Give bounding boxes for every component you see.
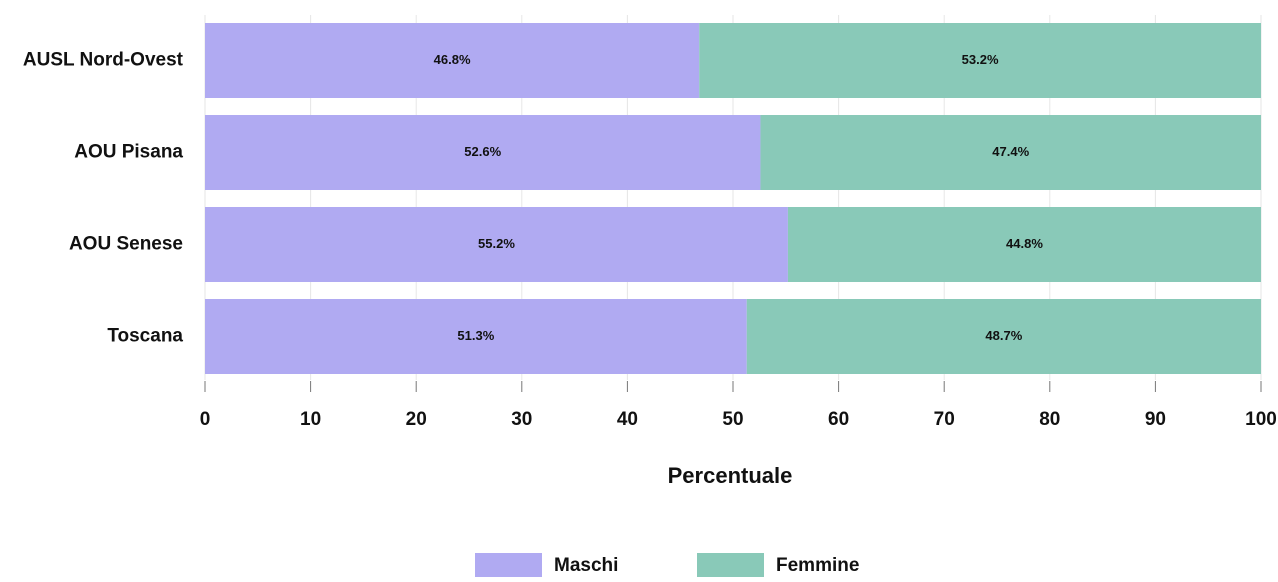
- bar-segment-femmine: [787, 207, 1261, 282]
- bar-segment-maschi: [205, 299, 747, 374]
- legend-swatch-femmine: [697, 553, 764, 577]
- y-axis: AUSL Nord-Ovest AOU Pisana AOU Senese Tosca…: [23, 50, 184, 347]
- x-tick-label: 70: [934, 409, 955, 430]
- x-tick-label: 90: [1145, 409, 1166, 430]
- bar-segment-femmine: [699, 23, 1261, 98]
- bar-data-label: 51.3%: [457, 328, 494, 343]
- bars: [205, 23, 1261, 374]
- x-axis: 0 10 20 30 40 50 60 70 80 90 100: [200, 381, 1277, 430]
- bar-data-label: 46.8%: [434, 52, 471, 67]
- x-tick-label: 100: [1245, 409, 1277, 430]
- x-axis-title: Percentuale: [668, 463, 793, 488]
- y-tick-label: Toscana: [107, 326, 183, 347]
- bar-segment-maschi: [205, 207, 788, 282]
- bar-data-label: 44.8%: [1006, 236, 1043, 251]
- legend-swatch-maschi: [475, 553, 542, 577]
- bar-data-label: 47.4%: [992, 144, 1029, 159]
- bar-data-labels: 46.8% 53.2% 52.6% 47.4% 55.2% 44.8% 51.3% 48.7%: [434, 52, 1044, 343]
- y-tick-label: AUSL Nord-Ovest: [23, 50, 184, 71]
- bar-segment-femmine: [746, 299, 1261, 374]
- x-tick-label: 30: [511, 409, 532, 430]
- legend: Maschi Femmine: [475, 553, 859, 577]
- x-tick-label: 0: [200, 409, 211, 430]
- bar-segment-femmine: [760, 115, 1261, 190]
- x-tick-label: 60: [828, 409, 849, 430]
- bar-segment-maschi: [205, 115, 761, 190]
- bar-data-label: 48.7%: [985, 328, 1022, 343]
- bar-data-label: 52.6%: [464, 144, 501, 159]
- legend-label-maschi: Maschi: [554, 555, 618, 576]
- bar-segment-maschi: [205, 23, 700, 98]
- y-tick-label: AOU Senese: [69, 234, 183, 255]
- bar-data-label: 55.2%: [478, 236, 515, 251]
- x-tick-label: 10: [300, 409, 321, 430]
- bar-data-label: 53.2%: [962, 52, 999, 67]
- legend-label-femmine: Femmine: [776, 555, 859, 576]
- x-tick-label: 20: [406, 409, 427, 430]
- x-tick-label: 80: [1039, 409, 1060, 430]
- x-tick-label: 40: [617, 409, 638, 430]
- y-tick-label: AOU Pisana: [74, 142, 183, 163]
- x-tick-label: 50: [722, 409, 743, 430]
